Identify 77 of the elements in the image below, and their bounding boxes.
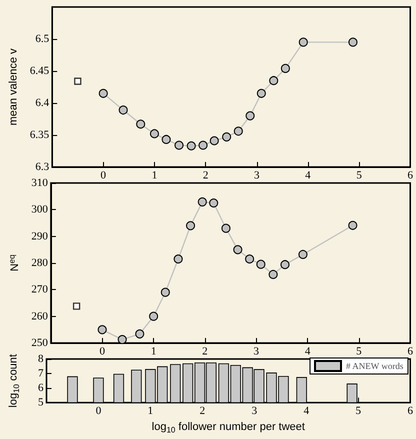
point bbox=[256, 260, 266, 269]
y-axis-title: Neq bbox=[8, 254, 21, 272]
x-tick-label: 4 bbox=[305, 170, 312, 182]
x-tick-label: 5 bbox=[356, 346, 362, 358]
point bbox=[246, 111, 255, 120]
point bbox=[198, 197, 207, 206]
point bbox=[298, 38, 308, 47]
x-tick-label: 3 bbox=[253, 346, 260, 358]
y-tick-label: 6.5 bbox=[35, 33, 50, 45]
x-tick-label: 1 bbox=[152, 170, 158, 182]
y-tick-label: 5 bbox=[38, 396, 44, 409]
point bbox=[233, 245, 242, 254]
y-tick-label: 6.3 bbox=[35, 161, 50, 173]
point bbox=[186, 141, 196, 150]
x-tick-label: 6 bbox=[408, 405, 414, 418]
point bbox=[209, 198, 218, 208]
y-tick-label: 310 bbox=[31, 177, 48, 189]
point bbox=[221, 224, 230, 233]
y-tick-label: 6.4 bbox=[35, 97, 50, 109]
point bbox=[198, 140, 208, 150]
x-tick-label: 0 bbox=[99, 346, 106, 358]
point bbox=[210, 136, 219, 146]
point bbox=[256, 88, 266, 98]
point bbox=[136, 120, 146, 129]
point bbox=[162, 134, 171, 144]
x-tick-label: 5 bbox=[356, 170, 362, 182]
x-tick-label: 6 bbox=[408, 346, 414, 358]
y-tick-label: 6.35 bbox=[30, 129, 50, 141]
point bbox=[118, 106, 128, 115]
x-tick-label: 1 bbox=[148, 405, 154, 418]
y-tick-label: 7 bbox=[38, 368, 44, 380]
point bbox=[98, 325, 107, 334]
point bbox=[245, 254, 254, 264]
y-tick-label: 6 bbox=[38, 382, 44, 394]
x-tick-label: 4 bbox=[304, 346, 311, 358]
y-axis-title: log10 count bbox=[8, 354, 21, 408]
y-tick-label: 290 bbox=[31, 230, 48, 242]
point bbox=[222, 132, 232, 142]
x-tick-label: 4 bbox=[304, 405, 310, 418]
x-tick-label: 2 bbox=[202, 346, 208, 358]
point bbox=[74, 78, 82, 85]
point bbox=[72, 302, 80, 310]
point bbox=[280, 260, 290, 270]
point bbox=[298, 250, 308, 259]
y-tick-label: 300 bbox=[31, 204, 48, 216]
y-tick-label: 6.45 bbox=[30, 65, 50, 77]
x-tick-label: 6 bbox=[408, 170, 414, 182]
point bbox=[348, 38, 358, 47]
y-axis-title: mean valence v bbox=[8, 48, 20, 126]
y-tick-label: 270 bbox=[31, 284, 48, 296]
x-tick-label: 0 bbox=[96, 405, 102, 418]
x-tick-label: 3 bbox=[252, 405, 258, 418]
y-tick-label: 260 bbox=[31, 310, 48, 322]
point bbox=[98, 88, 108, 98]
x-tick-label: 1 bbox=[150, 346, 156, 358]
point bbox=[174, 254, 183, 264]
point bbox=[186, 221, 196, 230]
point bbox=[150, 129, 159, 138]
point bbox=[174, 140, 184, 150]
legend-label: # ANEW words bbox=[346, 361, 404, 371]
point bbox=[268, 270, 278, 279]
x-tick-label: 5 bbox=[356, 405, 362, 418]
x-tick-label: 3 bbox=[254, 170, 260, 182]
point bbox=[234, 126, 243, 136]
point bbox=[348, 220, 358, 230]
point bbox=[149, 312, 158, 321]
point bbox=[118, 335, 127, 344]
point bbox=[135, 329, 144, 338]
x-tick-label: 0 bbox=[100, 170, 107, 182]
point bbox=[280, 64, 290, 73]
x-tick-label: 2 bbox=[202, 170, 208, 182]
y-tick-label: 280 bbox=[31, 257, 48, 269]
point bbox=[269, 76, 278, 86]
point bbox=[160, 288, 170, 297]
y-tick-label: 8 bbox=[38, 353, 44, 365]
x-tick-label: 2 bbox=[200, 405, 206, 418]
y-tick-label: 250 bbox=[31, 337, 48, 349]
